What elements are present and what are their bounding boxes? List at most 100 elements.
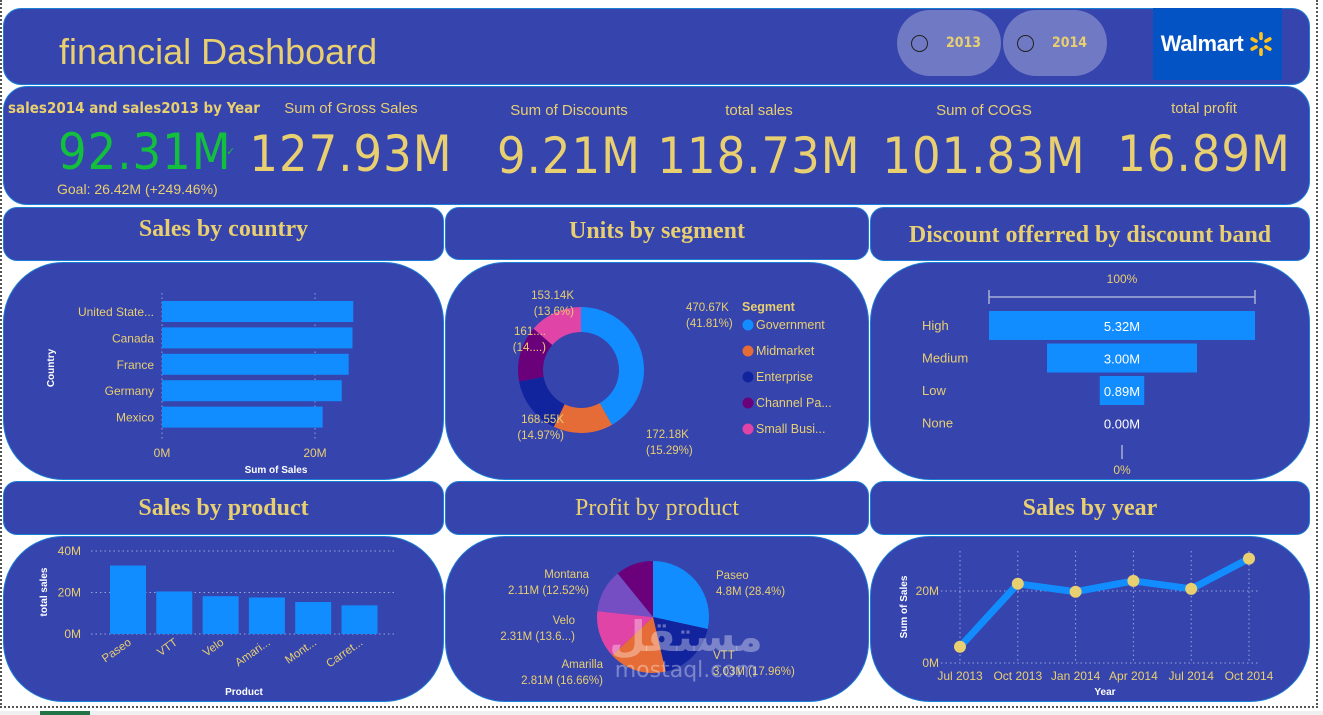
data-point-jul-2014 bbox=[1185, 582, 1198, 595]
sales-by-year-card: 0M 20M Jul 2013 Oct 2013 Jan 2014 Apr 2014 Jul… bbox=[870, 536, 1310, 702]
x-tick-label: Oct 2013 bbox=[993, 669, 1042, 683]
pie-slice-amarilla bbox=[612, 617, 666, 673]
category-label: Germany bbox=[105, 384, 154, 398]
legend-marker-icon bbox=[742, 397, 754, 409]
data-point-jan-2014 bbox=[1069, 585, 1082, 598]
profit-by-product-chart: Paseo 4.8M (28.4%) VTT 3.03M (17.96%) Amaril… bbox=[500, 561, 795, 687]
profit-by-product-card: Paseo 4.8M (28.4%) VTT 3.03M (17.96%) Amaril… bbox=[445, 536, 869, 702]
y-tick-label: 0M bbox=[922, 656, 939, 670]
y-axis-title: total sales bbox=[39, 567, 50, 616]
y-tick-label: 0M bbox=[64, 627, 81, 641]
year-slicer-2014[interactable]: 2014 bbox=[1003, 10, 1107, 76]
bar-mont bbox=[295, 602, 332, 634]
section-header-sales-by-year: Sales by year bbox=[870, 481, 1310, 535]
funnel-category-label: High bbox=[922, 318, 949, 333]
data-label-value: 3.03M (17.96%) bbox=[713, 666, 795, 678]
discount-band-card: 100% High 5.32M Medium 3.00M Low 0.89M None 0.00… bbox=[870, 262, 1310, 480]
walmart-logo: Walmart bbox=[1153, 8, 1282, 80]
donut-slice-channelpartners bbox=[518, 328, 553, 382]
donut-slice-smallbusiness bbox=[533, 307, 581, 346]
kpi-value-gross-sales: 127.93M bbox=[249, 125, 453, 183]
x-tick-label: 0M bbox=[154, 446, 171, 460]
section-header-profit-by-product: Profit by product bbox=[445, 481, 869, 535]
x-tick-label: Jul 2013 bbox=[937, 669, 983, 683]
funnel-value-label: 0.00M bbox=[1104, 417, 1140, 432]
bar-mexico bbox=[162, 406, 323, 428]
bar-germany bbox=[162, 380, 342, 402]
funnel-value-label: 0.89M bbox=[1104, 384, 1140, 399]
x-axis-title: Sum of Sales bbox=[245, 465, 308, 476]
data-point-oct-2014 bbox=[1243, 552, 1255, 565]
funnel-category-label: Low bbox=[922, 383, 946, 398]
data-label-value: 470.67K bbox=[686, 302, 729, 314]
bar-carret bbox=[341, 605, 378, 634]
category-label: Canada bbox=[112, 331, 154, 345]
data-label-percent: (41.81%) bbox=[686, 318, 733, 330]
category-label: United State... bbox=[78, 305, 154, 319]
x-tick-label: Amari... bbox=[233, 637, 272, 670]
logo-text: Walmart bbox=[1160, 31, 1244, 56]
section-header-units-by-segment: Units by segment bbox=[445, 207, 869, 260]
sales-by-country-chart: United State... Canada France Germany Mexico… bbox=[46, 293, 354, 476]
active-page-tab[interactable] bbox=[40, 711, 90, 715]
slicer-label: 2014 bbox=[1052, 35, 1088, 51]
year-slicer-2013[interactable]: 2013 bbox=[897, 10, 1001, 76]
kpi-value-discounts: 9.21M bbox=[497, 127, 641, 185]
data-label-name: Montana bbox=[544, 569, 589, 581]
data-label-name: Amarilla bbox=[561, 659, 603, 671]
data-label-name: Velo bbox=[553, 615, 575, 627]
section-header-sales-by-product: Sales by product bbox=[3, 481, 444, 535]
section-title: Profit by product bbox=[575, 494, 739, 521]
x-tick-label: Oct 2014 bbox=[1225, 669, 1274, 683]
bar-unitedstate bbox=[162, 301, 354, 322]
bottom-tab-strip bbox=[0, 711, 1323, 715]
pie-slice-vtt bbox=[653, 617, 708, 672]
radio-button-icon[interactable] bbox=[911, 34, 928, 52]
y-tick-label: 20M bbox=[916, 584, 939, 598]
section-title: Sales by product bbox=[138, 494, 309, 521]
check-icon: ✓ bbox=[226, 145, 236, 158]
x-tick-label: Velo bbox=[201, 637, 226, 660]
y-tick-label: 40M bbox=[58, 544, 81, 558]
donut-slice-enterprise bbox=[519, 376, 565, 427]
section-title: Sales by country bbox=[138, 215, 309, 242]
data-label-percent: (14.97%) bbox=[517, 430, 564, 442]
y-axis-title: Country bbox=[46, 348, 57, 387]
bar-canada bbox=[162, 327, 353, 349]
donut-slice-midmarket bbox=[553, 403, 612, 433]
category-label: France bbox=[117, 358, 155, 372]
x-tick-label: Carret... bbox=[324, 637, 365, 671]
x-tick-label: VTT bbox=[155, 637, 180, 659]
data-point-oct-2013 bbox=[1011, 577, 1024, 590]
legend-marker-icon bbox=[742, 345, 754, 357]
header-panel: financial Dashboard bbox=[3, 8, 1310, 85]
kpi-label-total-sales: total sales bbox=[725, 102, 793, 119]
pie-slice-velo bbox=[597, 611, 653, 656]
goal-kpi-label: sales2014 and sales2013 by Year bbox=[8, 99, 260, 117]
donut-slice-government bbox=[581, 307, 644, 425]
radio-button-icon[interactable] bbox=[1017, 34, 1034, 52]
legend-item-label: Channel Pa... bbox=[756, 396, 832, 410]
data-label-percent: (13.6%) bbox=[534, 306, 574, 318]
legend-item-label: Small Busi... bbox=[756, 422, 825, 436]
bar-vtt bbox=[156, 591, 193, 634]
data-point-apr-2014 bbox=[1127, 574, 1140, 587]
kpi-value-total-profit: 16.89M bbox=[1117, 125, 1291, 183]
data-label-name: VTT bbox=[713, 650, 735, 662]
y-axis-title: Sum of Sales bbox=[899, 575, 910, 638]
kpi-label-total-profit: total profit bbox=[1171, 100, 1237, 117]
legend-item-label: Enterprise bbox=[756, 370, 813, 384]
funnel-bar-medium bbox=[1047, 343, 1197, 373]
legend-marker-icon bbox=[742, 423, 754, 435]
pie-slice-carretera bbox=[617, 561, 653, 617]
goal-kpi-value: 92.31M bbox=[58, 123, 232, 181]
funnel-value-label: 5.32M bbox=[1104, 319, 1140, 334]
x-tick-label: Jan 2014 bbox=[1051, 669, 1101, 683]
slicer-label: 2013 bbox=[946, 35, 982, 51]
x-tick-label: Mont... bbox=[283, 637, 319, 667]
data-label-percent: (15.29%) bbox=[646, 445, 693, 457]
section-title: Units by segment bbox=[568, 217, 745, 244]
section-header-discount-band: Discount offerred by discount band bbox=[870, 207, 1310, 261]
data-label-value: 2.81M (16.66%) bbox=[521, 675, 603, 687]
